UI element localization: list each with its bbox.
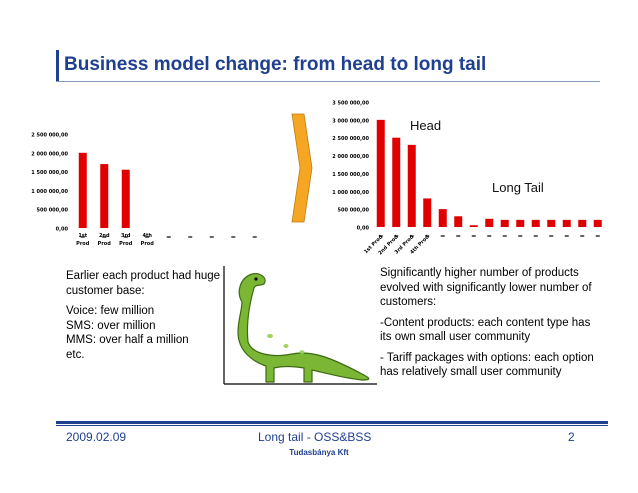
left-text-line: etc. [66,348,85,361]
x-tick-label: 3rd [121,233,131,239]
right-text: Significantly higher number of products … [380,266,610,386]
x-tick-label: Prod [119,241,133,247]
bar [407,144,416,227]
bar [78,152,87,228]
x-tick-label: Prod [141,241,155,247]
right-text-line: Significantly higher number of products [380,267,579,279]
left-text-line: Earlier each product had huge [66,270,221,282]
long-tail-label: Long Tail [492,180,544,195]
title-rule [56,81,600,82]
bar [593,219,602,227]
chart-long-tail: 0,00 500 000,00 1 000 000,00 1 500 000,00 2 … [332,101,607,256]
bar [516,219,525,227]
footer-rule-thin [56,425,608,426]
y-tick-label: 3 000 000,00 [332,118,369,124]
right-text-line: evolved with significantly lower number … [380,281,592,294]
bar [376,119,385,227]
y-tick-label: 3 500 000,00 [332,101,369,107]
x-tick-label: 1st [78,233,87,239]
title-accent-bar [56,50,59,82]
bar [547,219,556,227]
bar [438,209,447,227]
bar [454,216,463,227]
x-tick-label: 2nd [99,233,110,239]
bar [392,137,401,227]
y-tick-label: 1 500 000,00 [31,170,68,176]
left-text: Earlier each product had huge customer b… [66,269,256,368]
y-tick-label: 1 000 000,00 [31,189,68,195]
bar [562,219,571,227]
y-tick-label: 0,00 [357,226,370,232]
footer-company: Tudasbánya Kft [289,448,349,457]
y-tick-label: 1 000 000,00 [332,190,369,196]
y-tick-label: 1 500 000,00 [332,172,369,178]
bar [423,198,432,227]
head-label: Head [410,118,442,133]
y-tick-label: 2 500 000,00 [332,136,369,142]
dinosaur-icon [223,266,377,385]
x-tick-label: 4th [143,233,153,239]
footer-date: 2009.02.09 [66,430,127,444]
right-arrow-icon [291,113,313,223]
bar [485,218,494,227]
y-tick-label: 0,00 [56,227,69,233]
bar [531,219,540,227]
footer-page-number: 2 [568,430,575,444]
footer-rule [56,421,608,424]
y-tick-label: 2 500 000,00 [31,133,68,139]
x-tick-label: Prod [98,241,112,247]
bar [100,164,109,228]
right-text-line: - Tariff packages with options: each opt… [380,351,594,364]
chart-head: 0,00 500 000,00 1 000 000,00 1 500 000,00 2 … [31,133,270,247]
y-tick-label: 2 000 000,00 [332,154,369,160]
right-text-line: -Content products: each content type has [380,316,591,329]
left-text-line: MMS: over half a million [66,334,189,346]
bar [578,219,587,227]
bar [121,169,130,228]
left-text-line: customer base: [66,284,145,297]
left-text-line: Voice: few million [66,305,155,317]
footer-center: Long tail - OSS&BSS [258,430,372,444]
left-text-line: SMS: over million [66,319,156,332]
right-text-line: its own small user community [380,331,531,343]
y-tick-label: 2 000 000,00 [31,151,68,157]
bar [469,225,478,227]
x-tick-label: Prod [76,241,90,247]
y-tick-label: 500 000,00 [338,208,370,214]
right-text-line: customers: [380,296,437,308]
y-tick-label: 500 000,00 [37,208,69,214]
slide-title: Business model change: from head to long… [64,54,487,75]
right-text-line: has relatively small user community [380,366,562,378]
bar [500,219,509,227]
